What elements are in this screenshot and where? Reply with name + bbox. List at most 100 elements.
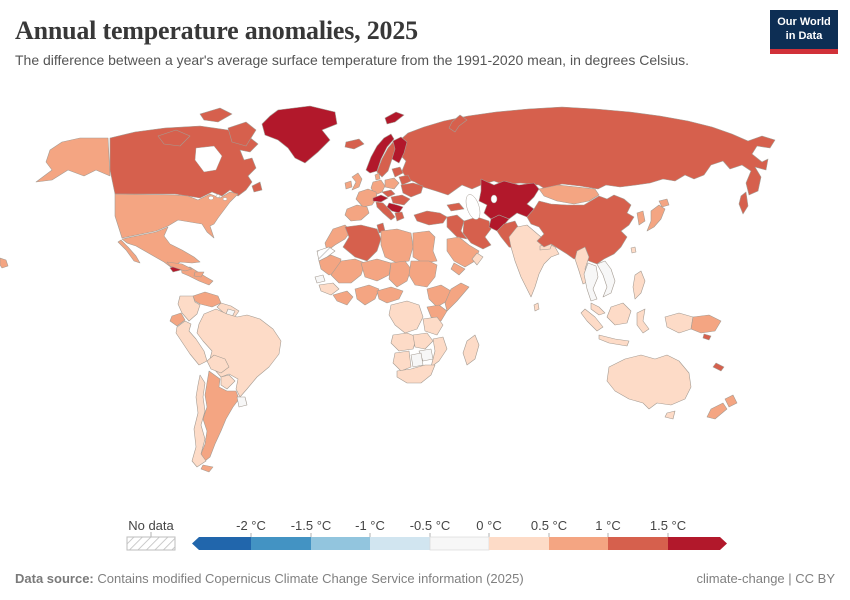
legend-bin[interactable] [549, 537, 608, 550]
region-colombia[interactable] [177, 295, 201, 322]
region-chile[interactable] [191, 374, 207, 468]
region-svalbard[interactable] [384, 111, 405, 125]
region-baja-california[interactable] [117, 239, 141, 264]
region-korea[interactable] [636, 210, 646, 226]
region-iran[interactable] [462, 216, 492, 250]
region-cuba[interactable] [166, 261, 193, 272]
region-ukraine[interactable] [400, 182, 424, 198]
region-western-sahara[interactable] [316, 246, 336, 262]
region-botswana[interactable] [410, 352, 424, 368]
region-algeria[interactable] [342, 224, 382, 262]
region-kazakhstan-central-asia[interactable] [478, 178, 540, 220]
region-namibia[interactable] [392, 350, 412, 372]
legend-bin-arrow-left[interactable] [192, 537, 251, 550]
region-thailand[interactable] [583, 262, 599, 302]
region-angola[interactable] [390, 332, 418, 352]
region-brazil[interactable] [196, 308, 282, 398]
region-south-africa[interactable] [396, 364, 436, 384]
region-novaya-zemlya[interactable] [448, 114, 468, 133]
region-finland[interactable] [391, 136, 408, 164]
no-data-swatch[interactable] [126, 536, 176, 551]
region-australia[interactable] [606, 354, 692, 410]
region-uk[interactable] [351, 172, 363, 191]
region-papua-new-guinea[interactable] [690, 314, 722, 334]
region-tanzania[interactable] [422, 316, 444, 336]
region-west-papua[interactable] [664, 312, 694, 334]
region-mongolia[interactable] [538, 184, 600, 205]
legend-bin[interactable] [608, 537, 668, 550]
region-niger[interactable] [360, 258, 392, 282]
region-norway[interactable] [365, 133, 395, 174]
license-link[interactable]: climate-change | CC BY [696, 571, 836, 586]
region-peru[interactable] [175, 320, 208, 366]
region-ecuador[interactable] [169, 312, 186, 327]
legend-bin[interactable] [311, 537, 370, 550]
region-sumatra[interactable] [580, 308, 604, 332]
region-belarus[interactable] [398, 174, 412, 186]
region-austria-switzerland[interactable] [372, 194, 389, 203]
region-zambia[interactable] [412, 332, 434, 350]
region-caucasus[interactable] [446, 202, 465, 212]
region-syria-iraq[interactable] [446, 214, 468, 240]
region-bolivia[interactable] [206, 354, 230, 374]
region-paraguay[interactable] [220, 374, 236, 390]
region-solomon-islands[interactable] [702, 333, 712, 341]
region-ivory-coast-ghana[interactable] [332, 290, 354, 306]
region-sri-lanka[interactable] [533, 302, 540, 312]
region-mozambique[interactable] [430, 336, 448, 368]
region-uruguay[interactable] [236, 396, 248, 408]
region-oman[interactable] [471, 252, 484, 266]
region-ireland[interactable] [344, 180, 353, 190]
region-italy[interactable] [375, 201, 396, 221]
region-somalia[interactable] [444, 282, 470, 312]
region-czech-slovakia[interactable] [381, 189, 396, 198]
legend-bin[interactable] [429, 536, 490, 551]
legend-bin[interactable] [489, 537, 549, 550]
region-baltic-states[interactable] [391, 166, 404, 178]
region-philippines[interactable] [632, 270, 646, 300]
region-hokkaido[interactable] [658, 198, 670, 208]
region-java[interactable] [598, 334, 630, 347]
region-japan[interactable] [646, 204, 666, 232]
region-cameroon-car[interactable] [376, 286, 404, 304]
owid-logo[interactable]: Our World in Data [770, 10, 838, 54]
region-pacific-fragment[interactable] [0, 257, 9, 269]
region-sulawesi[interactable] [636, 308, 650, 334]
region-libya[interactable] [380, 228, 414, 264]
region-nz-north[interactable] [724, 394, 738, 408]
region-baffin-island[interactable] [227, 121, 257, 147]
region-kenya-uganda[interactable] [426, 304, 448, 322]
region-morocco[interactable] [324, 224, 352, 252]
region-egypt[interactable] [412, 230, 438, 264]
region-iberia[interactable] [344, 204, 370, 222]
region-turkey[interactable] [413, 210, 448, 226]
region-sakhalin[interactable] [738, 191, 749, 215]
region-mexico[interactable] [121, 226, 201, 269]
region-borneo[interactable] [606, 302, 632, 326]
region-chad[interactable] [388, 260, 412, 288]
region-hungary-romania[interactable] [390, 194, 411, 206]
region-denmark[interactable] [374, 172, 381, 181]
legend-bin-arrow-right[interactable] [668, 537, 727, 550]
region-newfoundland[interactable] [251, 181, 263, 193]
region-iceland[interactable] [344, 138, 365, 150]
region-usa[interactable] [114, 191, 239, 239]
region-tasmania[interactable] [664, 410, 676, 420]
region-ellesmere-island[interactable] [199, 107, 233, 123]
region-yemen[interactable] [450, 262, 466, 276]
region-banks-victoria-island[interactable] [157, 129, 191, 147]
region-taiwan[interactable] [630, 246, 637, 254]
region-argentina[interactable] [200, 370, 240, 462]
region-hispaniola[interactable] [193, 271, 205, 278]
region-senegal[interactable] [314, 274, 326, 284]
region-poland[interactable] [384, 177, 400, 190]
region-nz-south[interactable] [706, 402, 728, 420]
region-russia[interactable] [398, 106, 776, 196]
region-guinea-region[interactable] [318, 282, 340, 296]
region-greenland[interactable] [261, 105, 338, 164]
region-drc[interactable] [388, 300, 424, 334]
region-sudan[interactable] [408, 260, 438, 288]
region-alaska[interactable] [35, 137, 111, 183]
region-venezuela[interactable] [192, 291, 222, 308]
region-china[interactable] [526, 194, 635, 265]
